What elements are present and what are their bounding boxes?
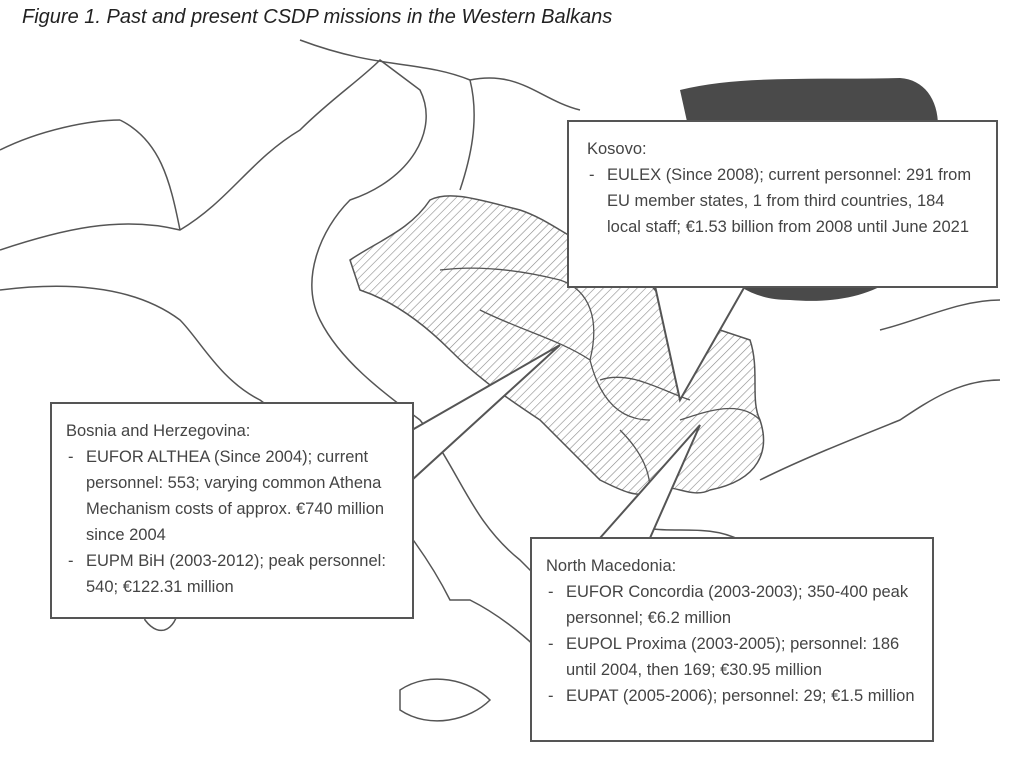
mission-item: EULEX (Since 2008); current personnel: 2… <box>587 162 982 240</box>
mission-item: EUFOR ALTHEA (Since 2004); current perso… <box>66 444 398 548</box>
mission-item: EUPAT (2005-2006); personnel: 29; €1.5 m… <box>546 683 918 709</box>
figure-title: Figure 1. Past and present CSDP missions… <box>22 6 613 28</box>
callout-tails <box>411 285 746 539</box>
mission-item: EUPOL Proxima (2003-2005); personnel: 18… <box>546 631 918 683</box>
callout-north-macedonia: North Macedonia: EUFOR Concordia (2003-2… <box>530 537 934 742</box>
callout-heading: North Macedonia: <box>546 557 677 575</box>
callout-heading: Bosnia and Herzegovina: <box>66 422 251 440</box>
mission-item: EUFOR Concordia (2003-2003); 350-400 pea… <box>546 579 918 631</box>
callout-kosovo: Kosovo: EULEX (Since 2008); current pers… <box>567 120 998 288</box>
callout-heading: Kosovo: <box>587 140 647 158</box>
western-balkans-hatched <box>349 195 765 495</box>
callout-bosnia: Bosnia and Herzegovina: EUFOR ALTHEA (Si… <box>50 402 414 619</box>
mission-item: EUPM BiH (2003-2012); peak personnel: 54… <box>66 548 398 600</box>
